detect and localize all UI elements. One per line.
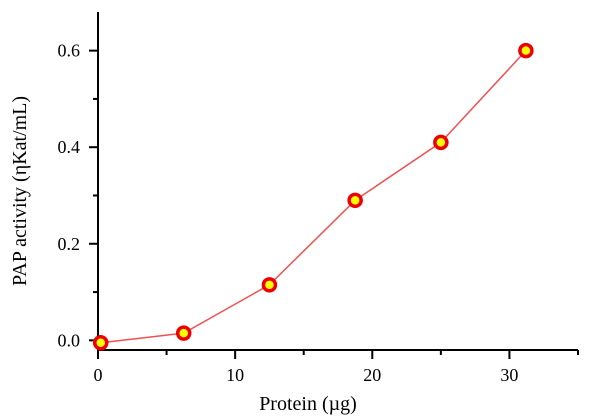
data-point (92, 335, 109, 351)
y-tick-label: 0.0 (58, 330, 81, 350)
x-tick-label: 30 (500, 365, 518, 385)
series-layer (92, 42, 534, 351)
y-tick-label: 0.4 (58, 137, 81, 157)
axes (97, 12, 578, 351)
series-line (100, 50, 527, 344)
x-tick-label: 10 (226, 365, 244, 385)
x-tick-label: 0 (94, 365, 103, 385)
y-axis-title: PAP activity (ηKat/mL) (9, 96, 31, 286)
y-tick-label: 0.2 (58, 234, 81, 254)
x-tick-label: 20 (363, 365, 381, 385)
data-point (433, 134, 449, 151)
data-point (518, 42, 534, 59)
ticks: 0 10 20 30 0.0 0.2 0.4 0.6 (58, 41, 579, 385)
data-point (261, 277, 278, 293)
data-point (347, 192, 363, 209)
y-tick-label: 0.6 (58, 41, 81, 61)
data-point (175, 325, 192, 341)
x-axis-title: Protein (µg) (259, 393, 357, 415)
